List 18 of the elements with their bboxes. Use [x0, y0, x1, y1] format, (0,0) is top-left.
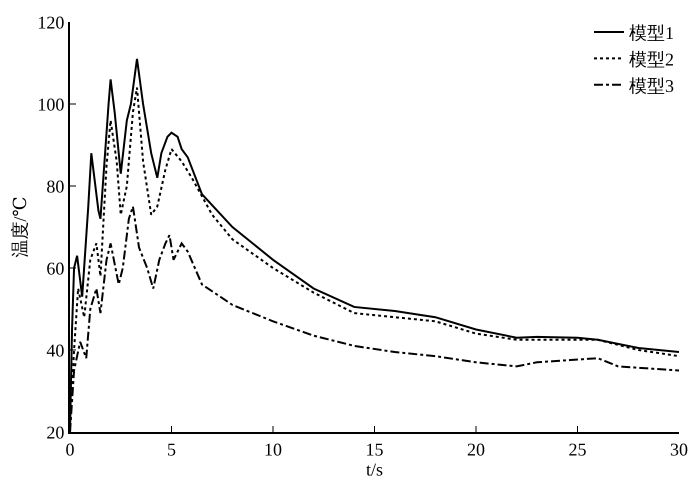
x-axis-title: t/s — [366, 460, 384, 480]
x-tick-label: 5 — [167, 440, 176, 460]
legend-label: 模型1 — [629, 23, 674, 44]
legend-label: 模型2 — [629, 49, 674, 70]
y-tick-label: 120 — [37, 12, 64, 32]
x-tick-label: 15 — [366, 440, 384, 460]
y-tick-label: 80 — [46, 176, 64, 196]
x-tick-label: 0 — [66, 440, 74, 460]
y-axis-title: 温度/℃ — [10, 196, 30, 258]
x-tick-label: 25 — [568, 440, 586, 460]
y-tick-label: 60 — [46, 258, 64, 278]
y-tick-label: 100 — [37, 94, 64, 114]
x-tick-label: 20 — [467, 440, 485, 460]
x-tick-label: 30 — [670, 440, 688, 460]
y-tick-label: 40 — [46, 340, 64, 360]
legend-label: 模型3 — [629, 76, 674, 96]
y-tick-label: 20 — [46, 422, 64, 442]
x-tick-label: 10 — [264, 440, 282, 460]
